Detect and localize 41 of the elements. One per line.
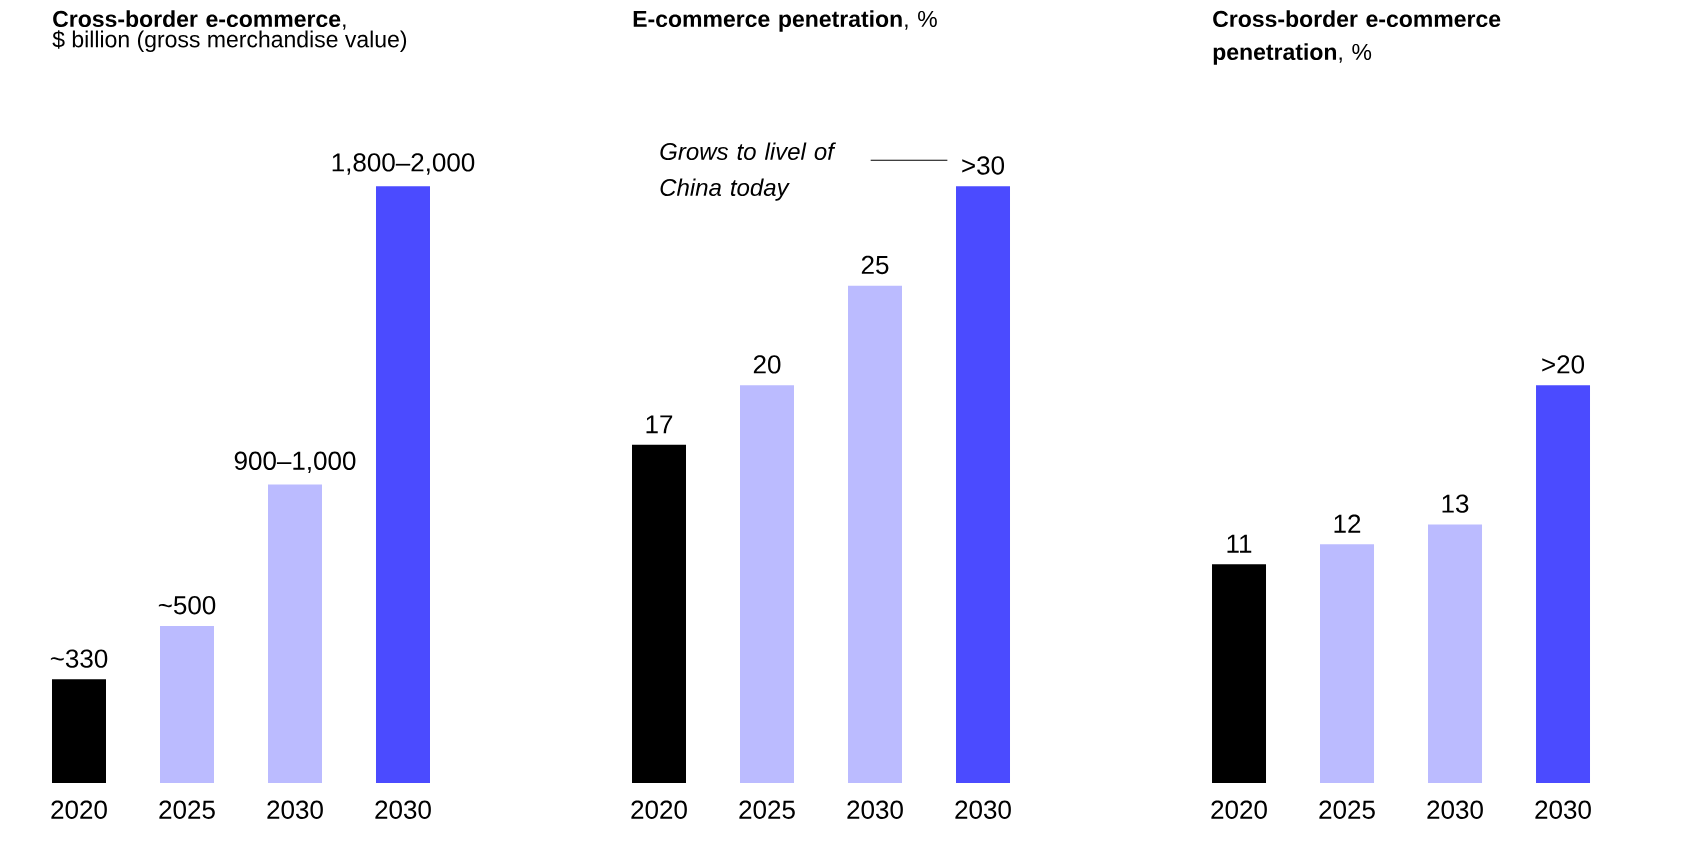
- x-tick-label: 2025: [1319, 800, 1375, 819]
- annotation: Grows to livel of China today: [660, 142, 836, 201]
- chart-title: E-commerce penetration, %: [633, 10, 937, 32]
- data-label: 12: [1334, 514, 1361, 533]
- bar: [632, 444, 687, 783]
- data-label: 25: [861, 255, 889, 275]
- x-tick-label: 2025: [159, 800, 215, 819]
- x-tick-label: 2030: [955, 800, 1011, 819]
- data-label: >30: [962, 156, 1005, 175]
- data-label: 900–1,000: [234, 451, 356, 474]
- bar: [268, 484, 322, 783]
- bar: [1428, 524, 1483, 783]
- x-tick-label: 2030: [375, 800, 431, 819]
- x-tick-label: 2030: [847, 800, 903, 819]
- bar: [376, 186, 430, 783]
- x-tick-label: 2030: [267, 800, 323, 819]
- x-tick-label: 2020: [631, 800, 687, 819]
- chart-subtitle: $ billion (gross merchandise value): [52, 30, 407, 52]
- bar: [848, 285, 902, 783]
- bar: [956, 186, 1011, 783]
- x-tick-label: 2020: [1211, 800, 1267, 819]
- data-label: 20: [753, 355, 781, 374]
- data-label: 17: [646, 415, 673, 434]
- data-label: ~500: [158, 596, 216, 615]
- data-label: ~330: [50, 649, 108, 668]
- x-tick-label: 2030: [1535, 800, 1591, 819]
- data-label: 1,800–2,000: [332, 153, 475, 175]
- x-tick-label: 2025: [739, 800, 795, 819]
- bar: [740, 385, 795, 783]
- bar: [1212, 564, 1267, 783]
- data-label: >20: [1542, 355, 1585, 374]
- bar: [1536, 385, 1591, 783]
- x-tick-label: 2020: [51, 800, 107, 819]
- bar: [1320, 544, 1375, 783]
- data-label: 11: [1227, 534, 1252, 553]
- bar: [52, 679, 106, 783]
- x-tick-label: 2030: [1427, 800, 1483, 819]
- data-label: 13: [1442, 494, 1469, 513]
- chart-title: Cross-border e-commerce,: [53, 10, 346, 30]
- chart-title: Cross-border e-commerce penetration, %: [1213, 10, 1501, 65]
- bar: [160, 625, 214, 783]
